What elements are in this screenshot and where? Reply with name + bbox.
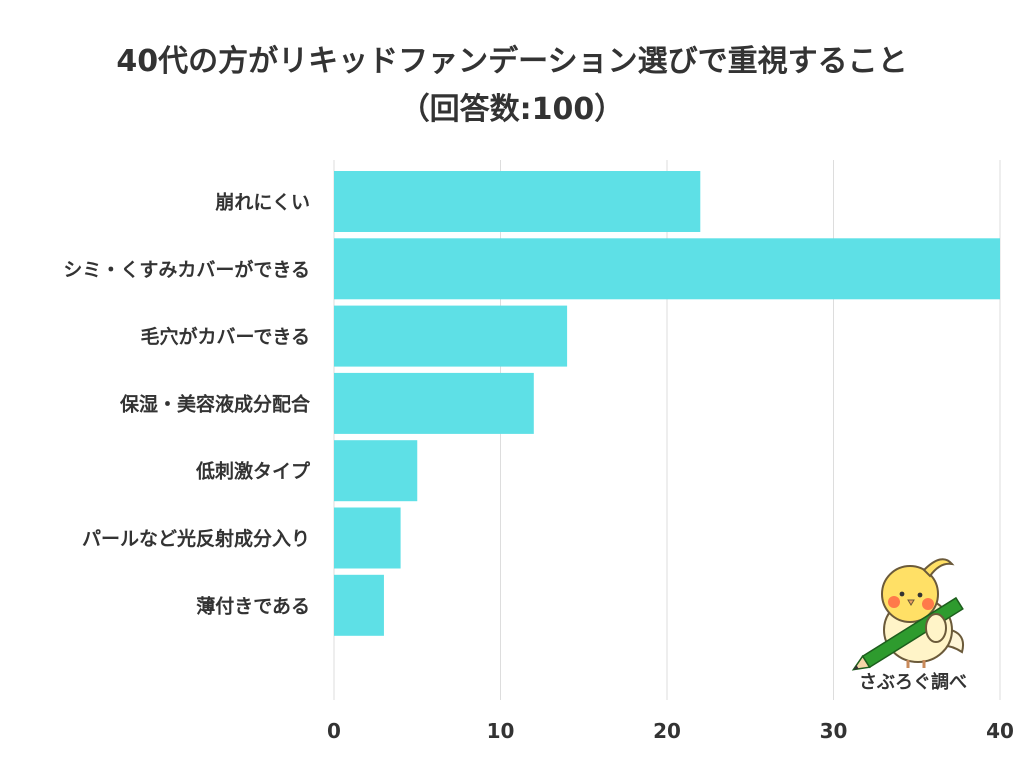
- bar: [334, 574, 384, 636]
- category-label: 毛穴がカバーできる: [141, 325, 310, 348]
- bar: [334, 440, 418, 502]
- x-tick-label: 0: [327, 719, 341, 743]
- x-tick-label: 40: [986, 719, 1014, 743]
- bar: [334, 171, 701, 232]
- category-label: 薄付きである: [196, 594, 310, 617]
- bar: [334, 238, 1000, 300]
- category-label: 崩れにくい: [215, 191, 310, 214]
- category-label: シミ・くすみカバーができる: [63, 258, 310, 281]
- x-tick-label: 20: [653, 719, 681, 743]
- chart-title: 40代の方がリキッドファンデーション選びで重視すること （回答数:100）: [0, 38, 1024, 134]
- category-label: 低刺激タイプ: [195, 460, 311, 483]
- chart-title-line1: 40代の方がリキッドファンデーション選びで重視すること: [116, 44, 908, 79]
- x-tick-label: 10: [487, 719, 515, 743]
- credit-label: さぶろぐ調べ: [859, 672, 967, 693]
- bird-mascot-with-pencil-icon: [851, 558, 964, 671]
- bar: [334, 372, 534, 434]
- category-label: 保湿・美容液成分配合: [119, 392, 311, 415]
- chart-title-line2: （回答数:100）: [399, 92, 625, 127]
- x-tick-label: 30: [820, 719, 848, 743]
- bar: [334, 305, 568, 367]
- category-label: パールなど光反射成分入り: [82, 527, 310, 550]
- bar: [334, 507, 401, 569]
